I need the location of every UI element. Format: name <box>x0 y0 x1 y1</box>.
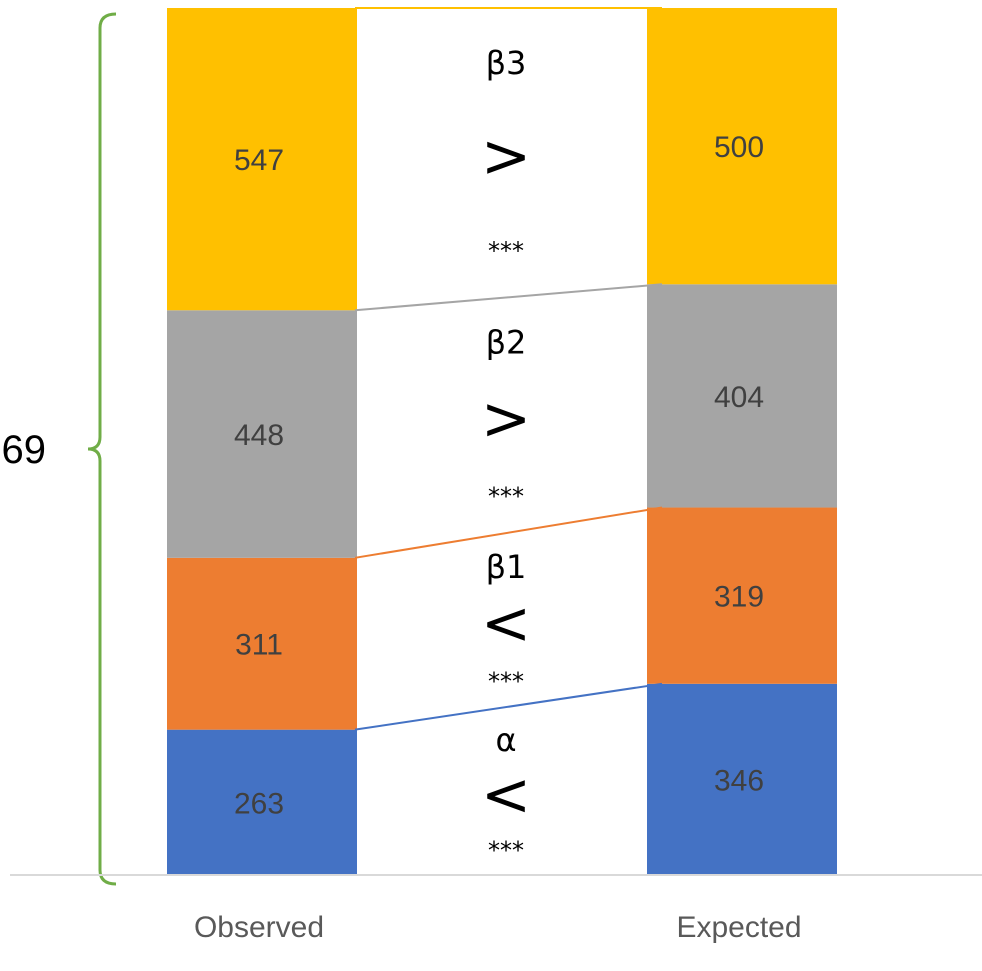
bar-segment-expected-1 <box>647 683 837 875</box>
value-label-expected-2: 319 <box>714 581 764 614</box>
comparison-label-3: β2 <box>486 324 527 362</box>
significance-stars-2: *** <box>488 667 524 695</box>
value-label-observed-3: 448 <box>234 419 284 452</box>
category-label-observed: Observed <box>194 911 324 944</box>
comparison-label-2: β1 <box>486 548 527 586</box>
comparison-sign-2: < <box>481 589 531 659</box>
bar-segment-observed-1 <box>167 729 357 875</box>
comparison-label-1: α <box>495 721 516 759</box>
value-label-observed-2: 311 <box>235 629 283 662</box>
bars-group: 263 346 311 319 448 404 547 500 <box>167 8 837 875</box>
bar-segment-observed-2 <box>167 557 357 730</box>
comparison-label-4: β3 <box>486 44 527 82</box>
total-bracket <box>87 12 117 886</box>
comparison-sign-1: < <box>481 760 531 830</box>
connector-line-2 <box>354 506 663 559</box>
comparison-annotations-group: α<***β1<***β2>***β3>*** <box>481 44 531 865</box>
value-label-observed-4: 547 <box>234 144 284 177</box>
total-label: 1569 <box>0 428 46 472</box>
significance-stars-4: *** <box>488 237 524 265</box>
bar-segment-expected-3 <box>647 284 837 508</box>
connector-line-1 <box>354 682 663 731</box>
value-label-observed-1: 263 <box>234 787 284 820</box>
category-label-expected: Expected <box>676 911 801 944</box>
bar-segment-expected-2 <box>647 507 837 684</box>
connector-line-3 <box>354 283 663 312</box>
comparison-sign-3: > <box>481 384 531 454</box>
category-labels-group: Observed Expected <box>194 911 802 944</box>
comparison-sign-4: > <box>481 122 531 192</box>
bar-segment-observed-3 <box>167 310 357 558</box>
significance-stars-1: *** <box>488 837 524 865</box>
value-label-expected-3: 404 <box>714 381 764 414</box>
bar-segment-observed-4 <box>167 8 357 311</box>
value-label-expected-4: 500 <box>714 131 764 164</box>
significance-stars-3: *** <box>488 482 524 510</box>
total-bracket-group: 1569 <box>0 12 117 886</box>
connector-lines-group <box>354 7 663 731</box>
value-label-expected-1: 346 <box>714 764 764 797</box>
bar-segment-expected-4 <box>647 8 837 285</box>
